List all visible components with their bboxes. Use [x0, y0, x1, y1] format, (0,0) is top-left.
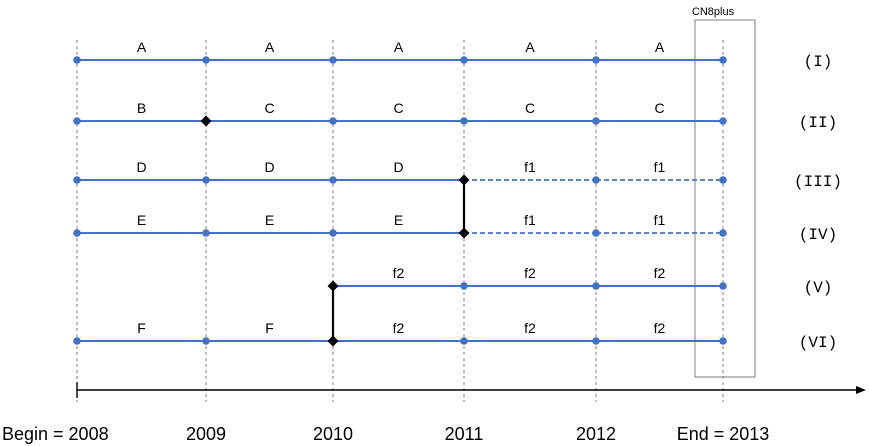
segment-label: A — [137, 39, 147, 55]
time-axis: Begin = 2008 2009 2010 2011 2012 End = 2013 — [2, 382, 866, 444]
segment-label: f2 — [524, 320, 536, 336]
point-marker — [460, 56, 468, 64]
point-marker — [592, 117, 600, 125]
segment-label: f2 — [654, 265, 666, 281]
row-labels: (I) (II) (III) (IV) (V) (VI) — [794, 53, 842, 352]
point-marker — [329, 176, 337, 184]
point-marker — [719, 176, 727, 184]
join-diamond — [458, 174, 470, 186]
row-label-1: (I) — [804, 53, 833, 71]
segment-label: D — [136, 159, 146, 175]
point-marker — [592, 282, 600, 290]
join-diamond — [458, 227, 470, 239]
row-label-6: (VI) — [799, 334, 837, 352]
point-marker — [202, 337, 210, 345]
point-marker — [592, 176, 600, 184]
segment-label: F — [137, 320, 146, 336]
year-label-3: 2011 — [445, 424, 484, 444]
segment-label: C — [393, 100, 403, 116]
segment-label: f2 — [393, 265, 405, 281]
row-label-4: (IV) — [799, 226, 837, 244]
year-label-1: 2009 — [186, 424, 226, 444]
segment-label: f1 — [654, 212, 666, 228]
point-marker — [329, 229, 337, 237]
row-label-5: (V) — [804, 279, 833, 297]
year-label-0: Begin = 2008 — [2, 424, 109, 444]
segment-label: A — [394, 39, 404, 55]
point-marker — [592, 229, 600, 237]
year-label-4: 2012 — [576, 424, 616, 444]
point-marker — [719, 337, 727, 345]
year-label-5: End = 2013 — [677, 424, 770, 444]
segment-label: E — [265, 212, 274, 228]
point-marker — [719, 56, 727, 64]
point-marker — [202, 56, 210, 64]
join-diamond — [200, 115, 212, 127]
axis-arrow-icon — [856, 386, 866, 394]
segment-label: f1 — [524, 159, 536, 175]
point-marker — [73, 56, 81, 64]
point-marker — [73, 117, 81, 125]
segment-label: E — [394, 212, 403, 228]
row-label-3: (III) — [794, 173, 842, 191]
segment-label: f2 — [393, 320, 405, 336]
segment-label: f1 — [654, 159, 666, 175]
point-marker — [719, 282, 727, 290]
segment-label: C — [525, 100, 535, 116]
segment-label: C — [654, 100, 664, 116]
segment-label: E — [137, 212, 146, 228]
point-marker — [73, 229, 81, 237]
point-marker — [719, 229, 727, 237]
cn8plus-box — [694, 19, 756, 378]
points — [73, 56, 727, 345]
join-diamond — [327, 335, 339, 347]
segment-label: D — [393, 159, 403, 175]
point-marker — [460, 282, 468, 290]
point-marker — [592, 337, 600, 345]
point-marker — [329, 56, 337, 64]
segment-label: A — [265, 39, 275, 55]
segment-label: B — [137, 100, 146, 116]
segment-label: A — [655, 39, 665, 55]
point-marker — [73, 337, 81, 345]
point-marker — [202, 176, 210, 184]
point-marker — [73, 176, 81, 184]
point-marker — [460, 117, 468, 125]
point-marker — [719, 117, 727, 125]
join-diamond — [327, 280, 339, 292]
segment-label: f2 — [524, 265, 536, 281]
segment-label: f2 — [654, 320, 666, 336]
cn8plus-label: CN8plus — [692, 6, 735, 18]
point-marker — [202, 229, 210, 237]
row-label-2: (II) — [799, 114, 837, 132]
segment-label: A — [525, 39, 535, 55]
segment-label: F — [265, 320, 274, 336]
point-marker — [329, 117, 337, 125]
year-label-2: 2010 — [313, 424, 353, 444]
connectors — [200, 115, 470, 347]
segment-label: D — [264, 159, 274, 175]
point-marker — [460, 337, 468, 345]
segment-label: C — [264, 100, 274, 116]
point-marker — [592, 56, 600, 64]
segment-label: f1 — [524, 212, 536, 228]
